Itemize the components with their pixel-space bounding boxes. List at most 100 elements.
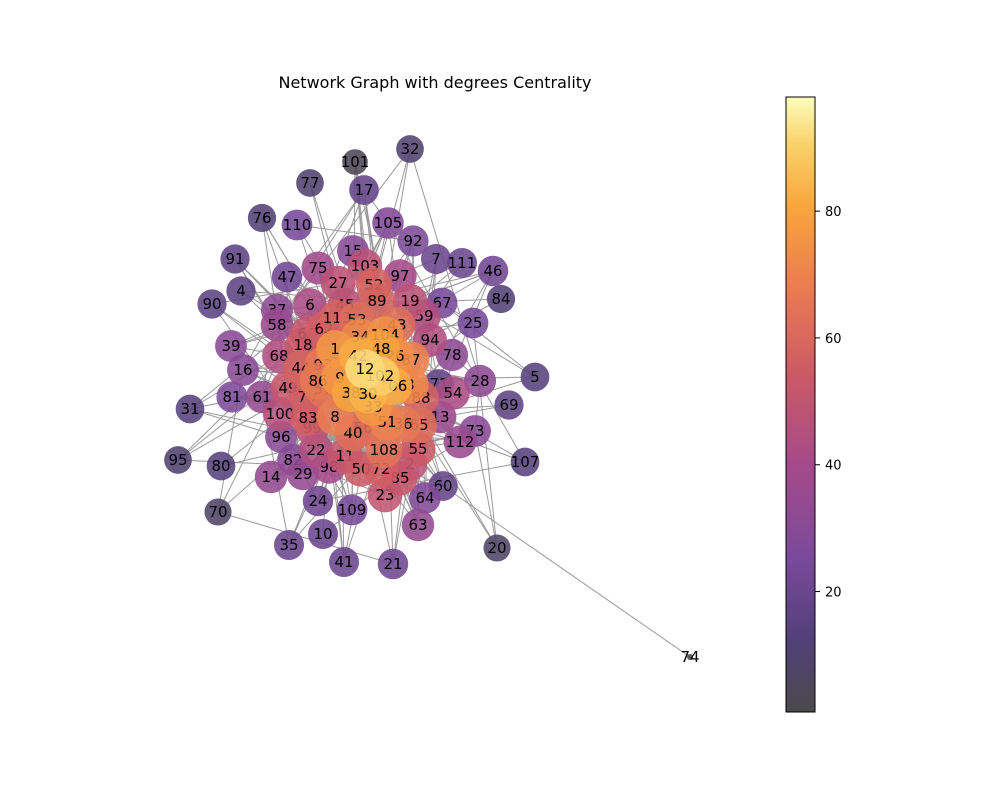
- colorbar-ticks: 20 40 60 80: [815, 205, 842, 601]
- graph-node-17: 17: [349, 175, 379, 205]
- node-circle: [372, 207, 404, 239]
- graph-node-110: 110: [281, 209, 313, 241]
- graph-node-95: 95: [164, 446, 192, 474]
- graph-edge: [442, 485, 691, 658]
- node-label: 4: [236, 282, 246, 300]
- node-label: 111: [448, 254, 477, 272]
- graph-node-76: 76: [247, 203, 277, 233]
- node-circle: [215, 330, 247, 362]
- node-label: 35: [279, 536, 298, 554]
- node-circle: [260, 308, 294, 342]
- node-label: 18: [293, 336, 312, 354]
- node-circle: [396, 135, 424, 163]
- node-circle: [164, 446, 192, 474]
- node-label: 24: [308, 492, 327, 510]
- node-circle: [457, 307, 489, 339]
- node-label: 21: [383, 555, 402, 573]
- node-circle: [197, 289, 227, 319]
- graph-node-63: 63: [401, 508, 435, 542]
- node-label: 83: [298, 409, 317, 427]
- graph-node-112: 112: [443, 425, 477, 459]
- node-circle: [510, 447, 540, 477]
- node-label: 95: [168, 451, 187, 469]
- graph-node-4: 4: [226, 276, 256, 306]
- node-circle: [307, 518, 339, 550]
- graph-node-54: 54: [436, 376, 470, 410]
- graph-node-32: 32: [396, 135, 424, 163]
- node-label: 29: [293, 465, 312, 483]
- node-label: 54: [443, 384, 462, 402]
- node-label: 108: [370, 441, 399, 459]
- node-label: 107: [511, 453, 540, 471]
- node-circle: [273, 529, 305, 561]
- node-label: 74: [680, 648, 699, 666]
- graph-node-31: 31: [175, 394, 205, 424]
- chart-title: Network Graph with degrees Centrality: [278, 73, 591, 92]
- graph-node-111: 111: [446, 247, 478, 279]
- node-label: 76: [252, 209, 271, 227]
- node-label: 58: [267, 316, 286, 334]
- node-label: 17: [354, 181, 373, 199]
- node-label: 61: [252, 388, 271, 406]
- node-label: 39: [221, 337, 240, 355]
- node-circle: [175, 394, 205, 424]
- node-label: 78: [442, 346, 461, 364]
- node-circle: [336, 494, 368, 526]
- node-label: 63: [408, 516, 427, 534]
- graph-node-5: 5: [520, 362, 550, 392]
- node-label: 28: [470, 372, 489, 390]
- node-circle: [687, 654, 693, 660]
- colorbar-tick-label: 20: [825, 586, 842, 601]
- node-label: 97: [390, 267, 409, 285]
- graph-node-80: 80: [206, 451, 236, 481]
- graph-node-28: 28: [463, 364, 497, 398]
- node-label: 75: [308, 259, 327, 277]
- graph-node-81: 81: [216, 381, 248, 413]
- node-label: 55: [408, 440, 427, 458]
- colorbar-gradient: [785, 96, 816, 713]
- graph-edge: [474, 430, 498, 549]
- node-circle: [328, 546, 360, 578]
- node-circle: [296, 169, 324, 197]
- node-circle: [365, 431, 403, 469]
- node-circle: [463, 364, 497, 398]
- node-label: 69: [499, 396, 518, 414]
- node-circle: [377, 548, 409, 580]
- graph-node-91: 91: [220, 244, 250, 274]
- node-circle: [345, 349, 385, 389]
- graph-node-35: 35: [273, 529, 305, 561]
- colorbar-tick-label: 80: [825, 205, 842, 220]
- node-circle: [271, 261, 303, 293]
- graph-node-74: 74: [680, 648, 699, 666]
- colorbar-tick-label: 40: [825, 459, 842, 474]
- node-label: 80: [211, 457, 230, 475]
- graph-node-69: 69: [494, 390, 524, 420]
- node-circle: [226, 276, 256, 306]
- node-label: 7: [431, 250, 441, 268]
- graph-node-24: 24: [302, 485, 334, 517]
- node-label: 109: [338, 501, 367, 519]
- node-label: 46: [483, 262, 502, 280]
- node-label: 14: [261, 468, 280, 486]
- graph-node-109: 109: [336, 494, 368, 526]
- graph-node-83: 83: [290, 400, 326, 436]
- node-label: 41: [334, 553, 353, 571]
- graph-node-84: 84: [486, 284, 516, 314]
- graph-node-10: 10: [307, 518, 339, 550]
- node-label: 84: [491, 290, 510, 308]
- colorbar-tick-label: 60: [825, 332, 842, 347]
- node-label: 1: [330, 340, 340, 358]
- graph-node-70: 70: [204, 498, 232, 526]
- graph-node-92: 92: [397, 225, 429, 257]
- node-label: 20: [487, 539, 506, 557]
- node-label: 12: [355, 360, 374, 378]
- graph-node-14: 14: [254, 460, 288, 494]
- node-label: 19: [400, 292, 419, 310]
- node-label: 110: [283, 216, 312, 234]
- node-circle: [204, 498, 232, 526]
- node-circle: [494, 390, 524, 420]
- node-circle: [247, 203, 277, 233]
- node-circle: [227, 354, 259, 386]
- node-label: 92: [403, 232, 422, 250]
